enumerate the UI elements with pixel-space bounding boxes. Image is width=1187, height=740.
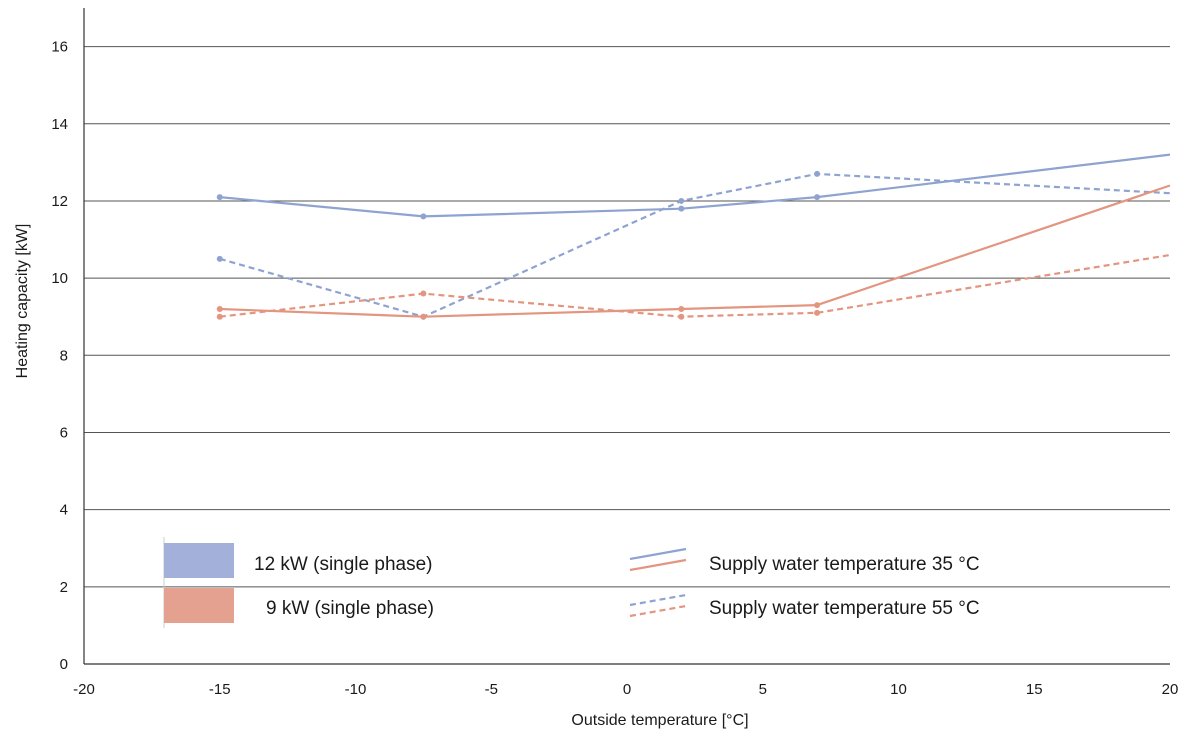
series-0 <box>216 153 1171 220</box>
legend-swatch-12kw <box>164 543 234 578</box>
data-point <box>814 194 821 201</box>
grid-lines <box>84 46 1170 588</box>
data-point <box>216 305 223 312</box>
series-3 <box>216 253 1171 320</box>
legend-label-55c: Supply water temperature 55 °C <box>709 598 980 619</box>
y-tick-label: 2 <box>60 579 68 596</box>
tick-labels: 0 2 4 6 8 10 12 14 16 -20 -15 -10 -5 0 5 10 15 20 <box>51 39 1178 698</box>
axes <box>83 8 1170 665</box>
series-1 <box>216 170 1171 320</box>
x-tick-label: 20 <box>1162 681 1179 698</box>
legend-label-9kw: 9 kW (single phase) <box>266 598 434 619</box>
x-tick-label: -5 <box>485 681 498 698</box>
legend-label-12kw: 12 kW (single phase) <box>254 554 432 575</box>
data-point <box>420 213 427 220</box>
data-point <box>814 302 821 309</box>
y-tick-label: 6 <box>60 424 68 441</box>
x-tick-label: 0 <box>623 681 631 698</box>
x-axis-title: Outside temperature [°C] <box>571 712 748 729</box>
legend-swatch-9kw <box>164 588 234 623</box>
data-point <box>814 309 821 316</box>
y-tick-label: 0 <box>60 656 68 673</box>
data-point <box>678 305 685 312</box>
data-point <box>814 170 821 177</box>
legend-dashed-red <box>629 604 687 618</box>
x-tick-label: 10 <box>890 681 907 698</box>
legend-solid-blue <box>629 547 687 561</box>
data-point <box>420 313 427 320</box>
series-lines <box>216 153 1171 320</box>
data-point <box>216 255 223 262</box>
series-line-1 <box>219 172 1171 318</box>
x-tick-label: -15 <box>209 681 231 698</box>
legend: 12 kW (single phase) 9 kW (single phase)… <box>163 537 980 628</box>
series-line-3 <box>219 253 1171 318</box>
legend-solid-red <box>629 558 687 572</box>
x-tick-label: -20 <box>73 681 95 698</box>
y-tick-label: 12 <box>51 193 68 210</box>
y-tick-label: 16 <box>51 39 68 56</box>
y-tick-label: 10 <box>51 270 68 287</box>
x-tick-label: 5 <box>759 681 767 698</box>
legend-label-35c: Supply water temperature 35 °C <box>709 554 980 575</box>
x-tick-label: 15 <box>1026 681 1043 698</box>
data-point <box>678 205 685 212</box>
data-point <box>216 194 223 201</box>
data-point <box>678 197 685 204</box>
data-point <box>678 313 685 320</box>
y-tick-label: 14 <box>51 116 68 133</box>
data-point <box>420 290 427 297</box>
y-tick-label: 4 <box>60 502 68 519</box>
data-point <box>216 313 223 320</box>
series-2 <box>216 184 1171 320</box>
series-line-2 <box>219 184 1171 318</box>
y-axis-title: Heating capacity [kW] <box>14 224 31 379</box>
legend-dashed-blue <box>629 593 687 607</box>
y-tick-label: 8 <box>60 347 68 364</box>
x-tick-label: -10 <box>345 681 367 698</box>
